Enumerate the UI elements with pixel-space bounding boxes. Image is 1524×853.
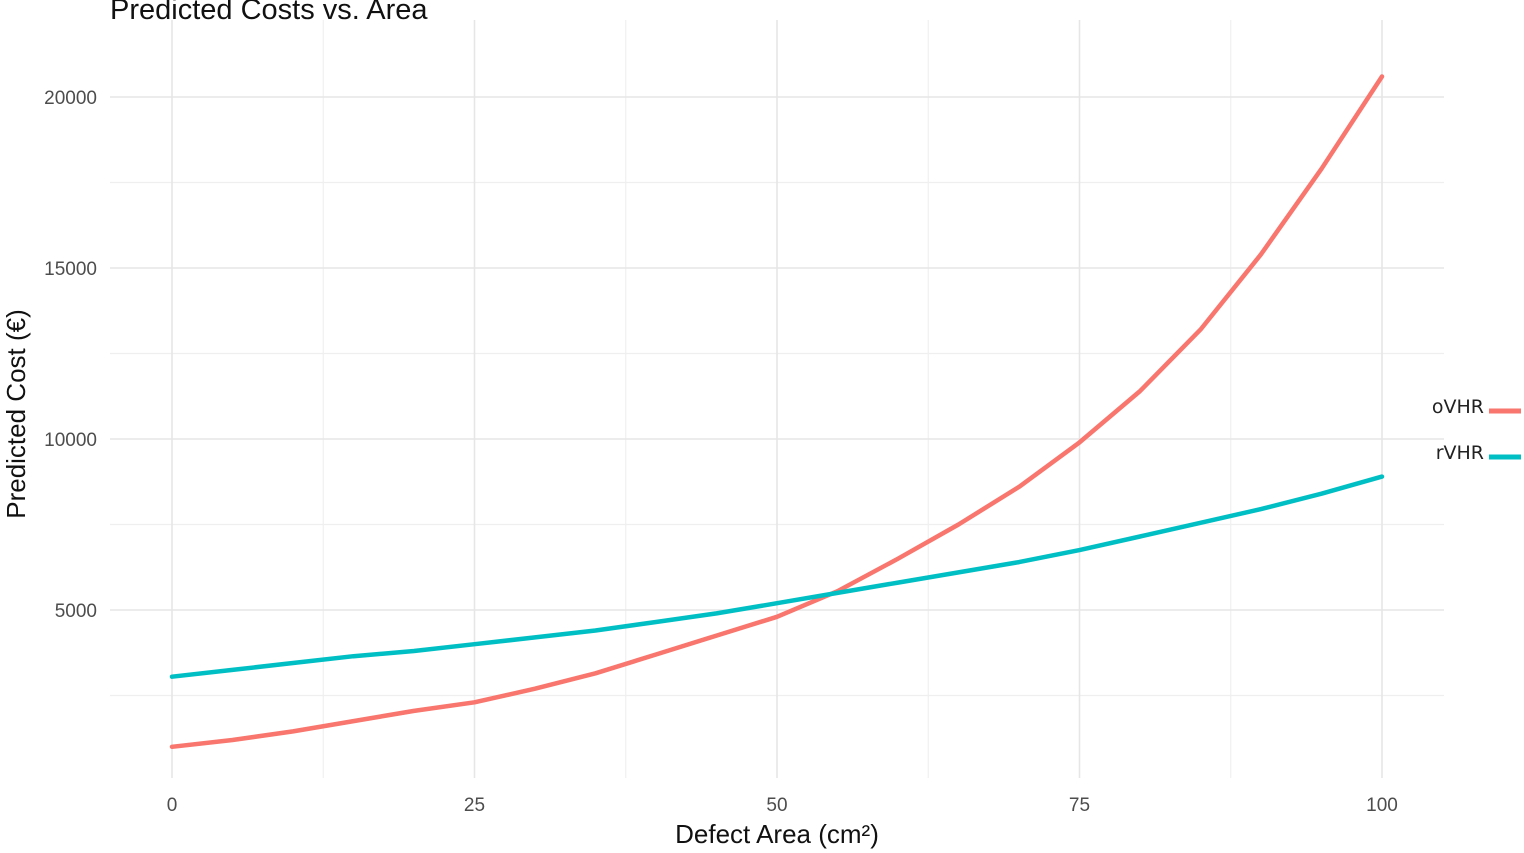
y-tick-label: 5000 bbox=[55, 601, 97, 622]
y-tick-label: 20000 bbox=[44, 88, 97, 109]
legend-label-ovhr: oVHR bbox=[1432, 396, 1484, 418]
series-line-ovhr bbox=[169, 74, 1385, 750]
legend-label-rvhr: rVHR bbox=[1436, 442, 1484, 464]
series-line-rvhr bbox=[169, 474, 1385, 679]
legend: oVHR rVHR bbox=[1432, 396, 1521, 464]
x-tick-label: 50 bbox=[766, 795, 787, 816]
x-tick-label: 75 bbox=[1069, 795, 1090, 816]
y-tick-label: 15000 bbox=[44, 259, 97, 280]
y-tick-label: 10000 bbox=[44, 430, 97, 451]
x-tick-label: 25 bbox=[464, 795, 485, 816]
y-axis-title: Predicted Cost (€) bbox=[1, 309, 31, 519]
x-axis-ticks: 0 25 50 75 100 bbox=[167, 795, 1398, 816]
series-lines bbox=[169, 74, 1385, 750]
y-axis-ticks: 5000 10000 15000 20000 bbox=[44, 88, 97, 622]
major-gridlines bbox=[110, 20, 1444, 778]
x-axis-title: Defect Area (cm²) bbox=[675, 819, 879, 849]
x-tick-label: 0 bbox=[167, 795, 178, 816]
chart-title: Predicted Costs vs. Area bbox=[110, 0, 428, 26]
x-tick-label: 100 bbox=[1366, 795, 1398, 816]
